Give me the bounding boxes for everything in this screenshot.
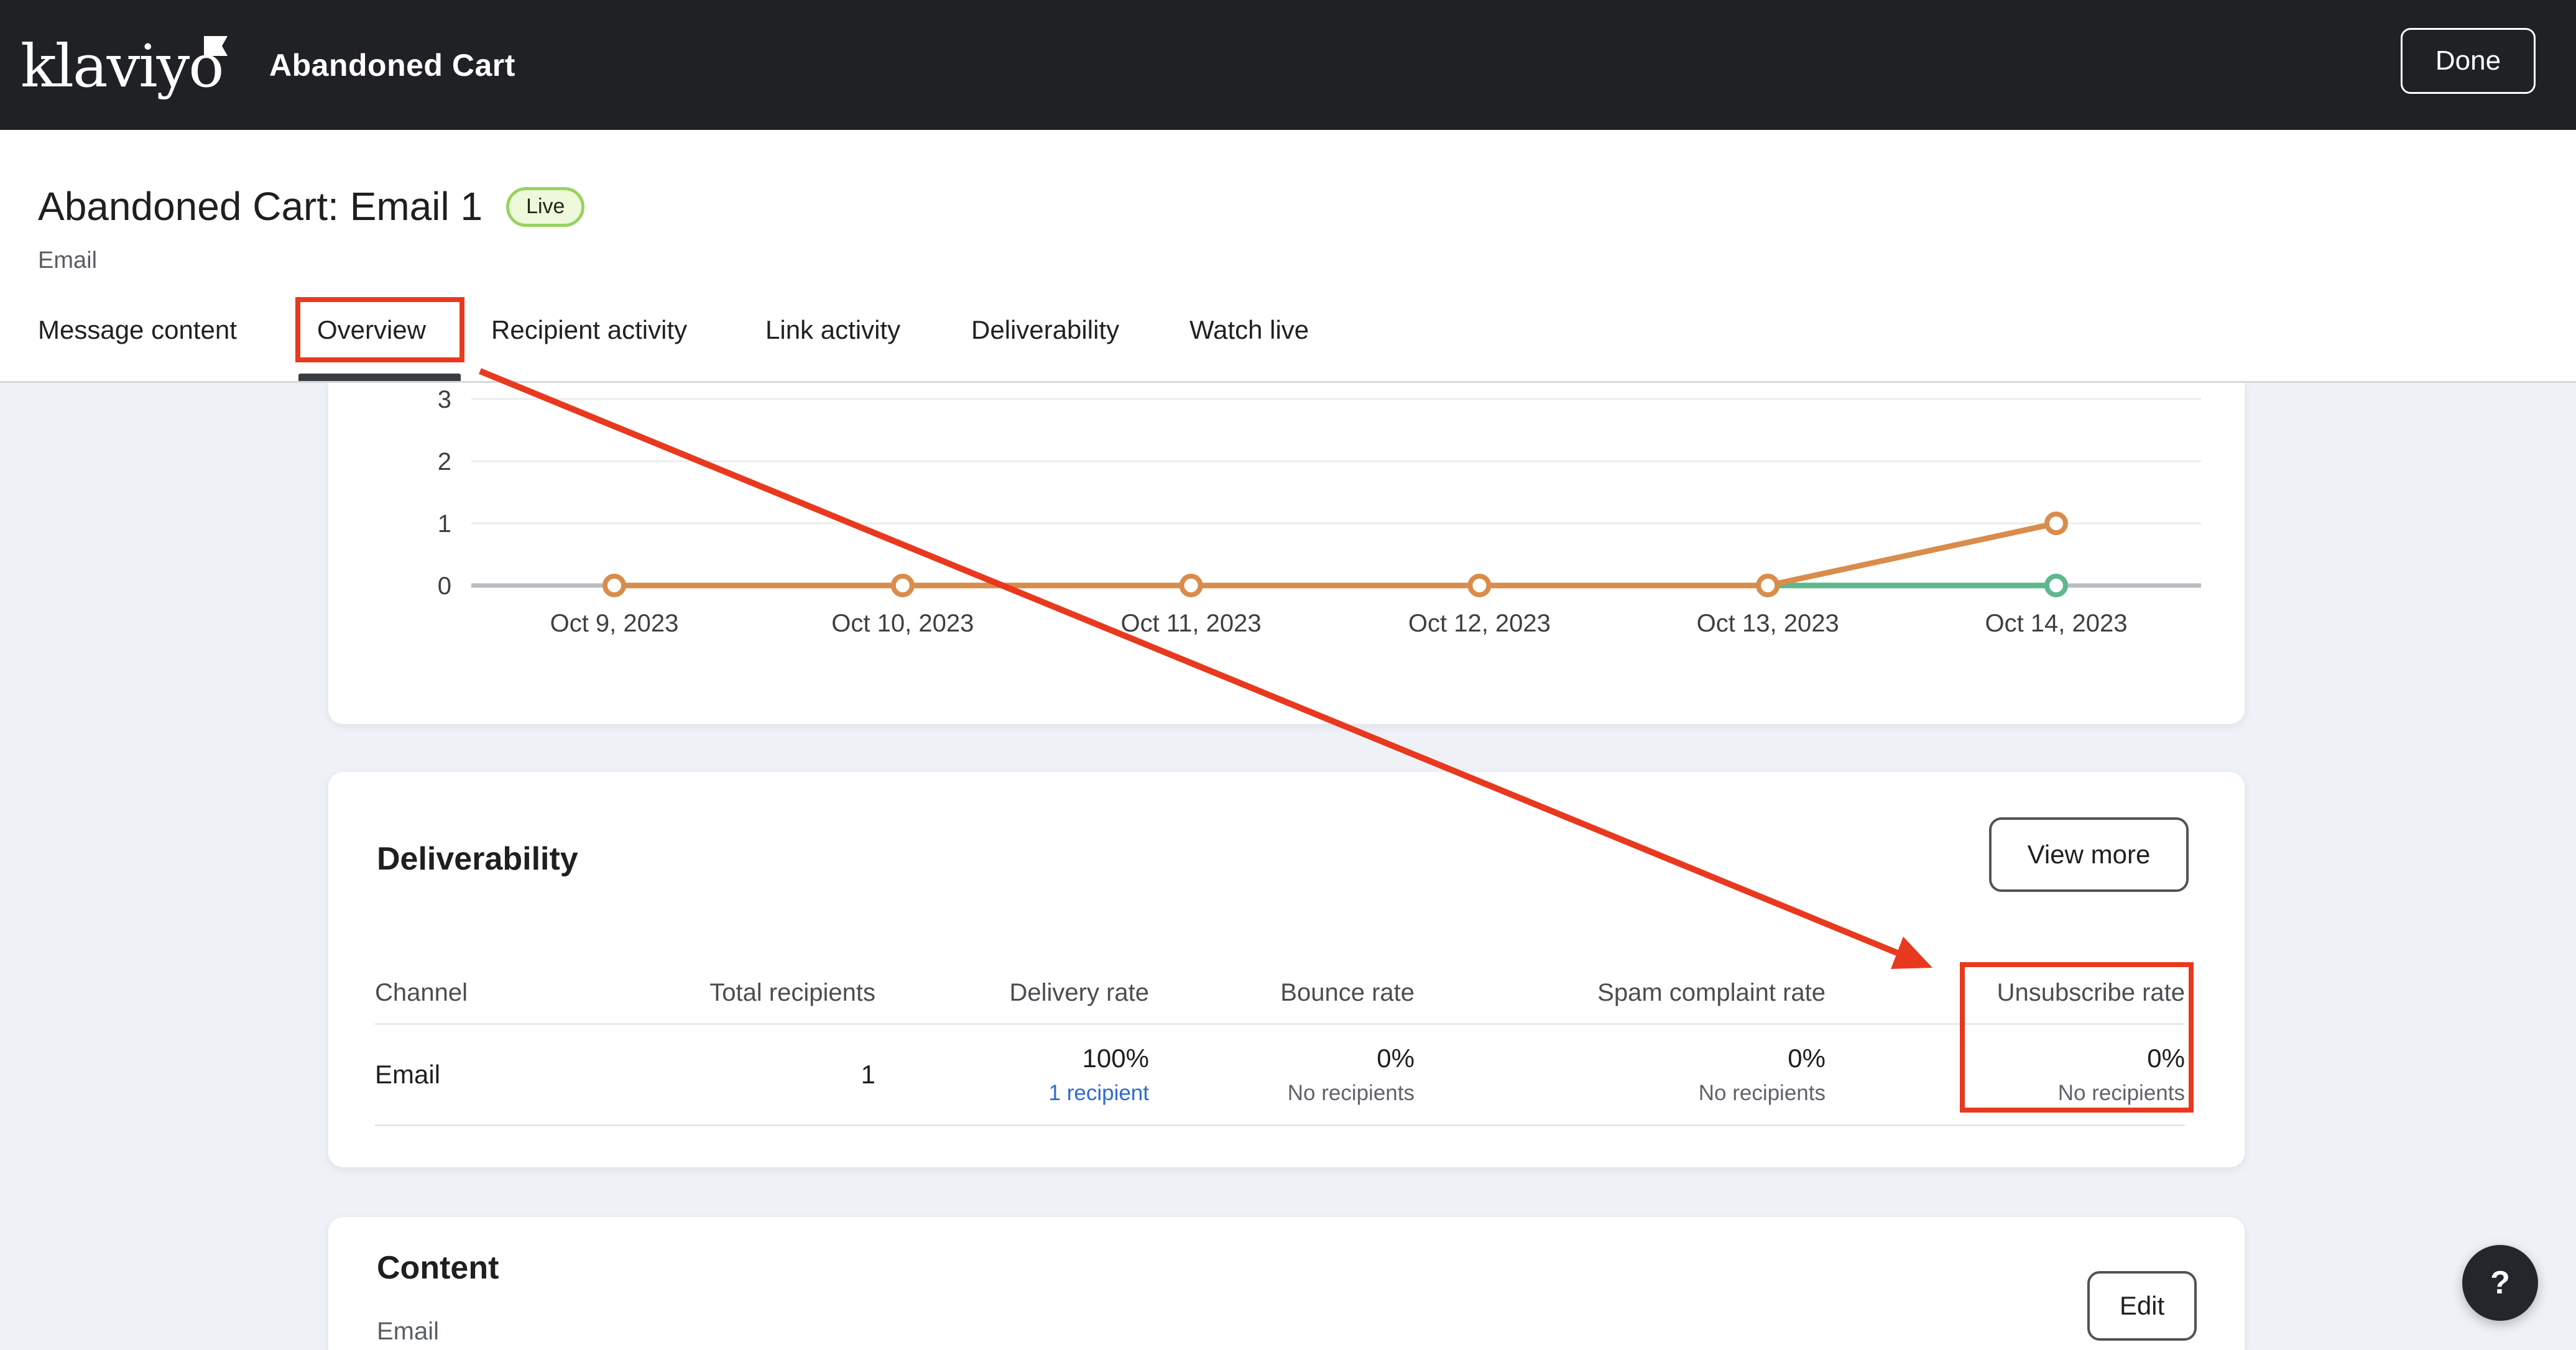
col-header-unsubscribe-rate: Unsubscribe rate bbox=[1997, 978, 2185, 1006]
unsubscribe-rate-value: 0% bbox=[2147, 1044, 2185, 1073]
cell-total-recipients: 1 bbox=[861, 1060, 875, 1089]
table-row: Email 1 100% 1 recipient 0% No recipient… bbox=[375, 1023, 2185, 1126]
svg-text:Oct 9, 2023: Oct 9, 2023 bbox=[550, 610, 679, 637]
delivery-rate-value: 100% bbox=[1082, 1044, 1149, 1073]
edit-button[interactable]: Edit bbox=[2087, 1271, 2197, 1341]
page-channel-subtitle: Email bbox=[38, 247, 98, 273]
unsubscribe-rate-sub: No recipients bbox=[2057, 1081, 2185, 1105]
svg-text:0: 0 bbox=[438, 572, 451, 600]
svg-text:Oct 13, 2023: Oct 13, 2023 bbox=[1697, 610, 1839, 637]
tab-bar-divider bbox=[0, 381, 2576, 383]
header-flow-title: Abandoned Cart bbox=[269, 47, 515, 83]
svg-text:Oct 12, 2023: Oct 12, 2023 bbox=[1408, 610, 1551, 637]
active-tab-indicator bbox=[298, 374, 461, 381]
col-header-total: Total recipients bbox=[709, 978, 875, 1006]
cell-spam-complaint-rate: 0% No recipients bbox=[1415, 1044, 1826, 1106]
flow-analytics-chart-card: 3 2 1 0 Oct 9, 2023 Oct 10, 2023 Oct 11, 2023 O… bbox=[328, 383, 2245, 724]
tab-message-content[interactable]: Message content bbox=[38, 315, 237, 344]
cell-delivery-rate: 100% 1 recipient bbox=[875, 1044, 1149, 1106]
app-header: klaviyo Abandoned Cart Done bbox=[0, 0, 2576, 130]
spam-rate-sub: No recipients bbox=[1698, 1081, 1826, 1105]
svg-text:Oct 10, 2023: Oct 10, 2023 bbox=[831, 610, 974, 637]
deliverability-card: Deliverability View more Channel Total r… bbox=[328, 772, 2245, 1167]
page-title: Abandoned Cart: Email 1 bbox=[38, 184, 483, 229]
recipients-line-chart: 3 2 1 0 Oct 9, 2023 Oct 10, 2023 Oct 11, 2023 O… bbox=[438, 386, 2201, 637]
title-tab-band: Abandoned Cart: Email 1 Live Email Messa… bbox=[0, 130, 2576, 383]
col-header-channel: Channel bbox=[375, 978, 468, 1006]
col-header-bounce-rate: Bounce rate bbox=[1280, 978, 1415, 1006]
col-header-spam-rate: Spam complaint rate bbox=[1597, 978, 1826, 1006]
klaviyo-flag-icon bbox=[204, 36, 228, 56]
help-button[interactable]: ? bbox=[2462, 1245, 2538, 1321]
delivery-recipient-link[interactable]: 1 recipient bbox=[1048, 1081, 1149, 1105]
cell-channel: Email bbox=[375, 1060, 441, 1089]
spam-rate-value: 0% bbox=[1788, 1044, 1826, 1073]
question-mark-icon: ? bbox=[2490, 1265, 2510, 1301]
klaviyo-wordmark: klaviyo bbox=[21, 32, 224, 101]
svg-text:Oct 14, 2023: Oct 14, 2023 bbox=[1985, 610, 2127, 637]
deliverability-heading: Deliverability bbox=[377, 841, 578, 877]
svg-text:3: 3 bbox=[438, 386, 451, 413]
bounce-rate-sub: No recipients bbox=[1287, 1081, 1415, 1105]
klaviyo-logo: klaviyo bbox=[21, 0, 228, 130]
bounce-rate-value: 0% bbox=[1377, 1044, 1415, 1073]
tab-recipient-activity[interactable]: Recipient activity bbox=[491, 315, 688, 344]
content-channel-label: Email bbox=[377, 1318, 440, 1345]
svg-text:2: 2 bbox=[438, 448, 451, 475]
tab-deliverability[interactable]: Deliverability bbox=[971, 315, 1120, 344]
content-heading: Content bbox=[377, 1250, 499, 1286]
table-header-row: Channel Total recipients Delivery rate B… bbox=[375, 962, 2185, 1023]
content-card: Content Email Edit bbox=[328, 1217, 2245, 1350]
tab-overview[interactable]: Overview bbox=[317, 315, 427, 344]
col-header-delivery-rate: Delivery rate bbox=[1009, 978, 1149, 1006]
cell-unsubscribe-rate: 0% No recipients bbox=[1826, 1044, 2185, 1106]
tab-watch-live[interactable]: Watch live bbox=[1189, 315, 1309, 344]
svg-text:1: 1 bbox=[438, 510, 451, 538]
cell-bounce-rate: 0% No recipients bbox=[1149, 1044, 1415, 1106]
done-button[interactable]: Done bbox=[2401, 28, 2536, 94]
svg-text:Oct 11, 2023: Oct 11, 2023 bbox=[1121, 610, 1262, 637]
tab-link-activity[interactable]: Link activity bbox=[765, 315, 901, 344]
view-more-button[interactable]: View more bbox=[1989, 817, 2189, 892]
status-badge: Live bbox=[506, 186, 585, 227]
